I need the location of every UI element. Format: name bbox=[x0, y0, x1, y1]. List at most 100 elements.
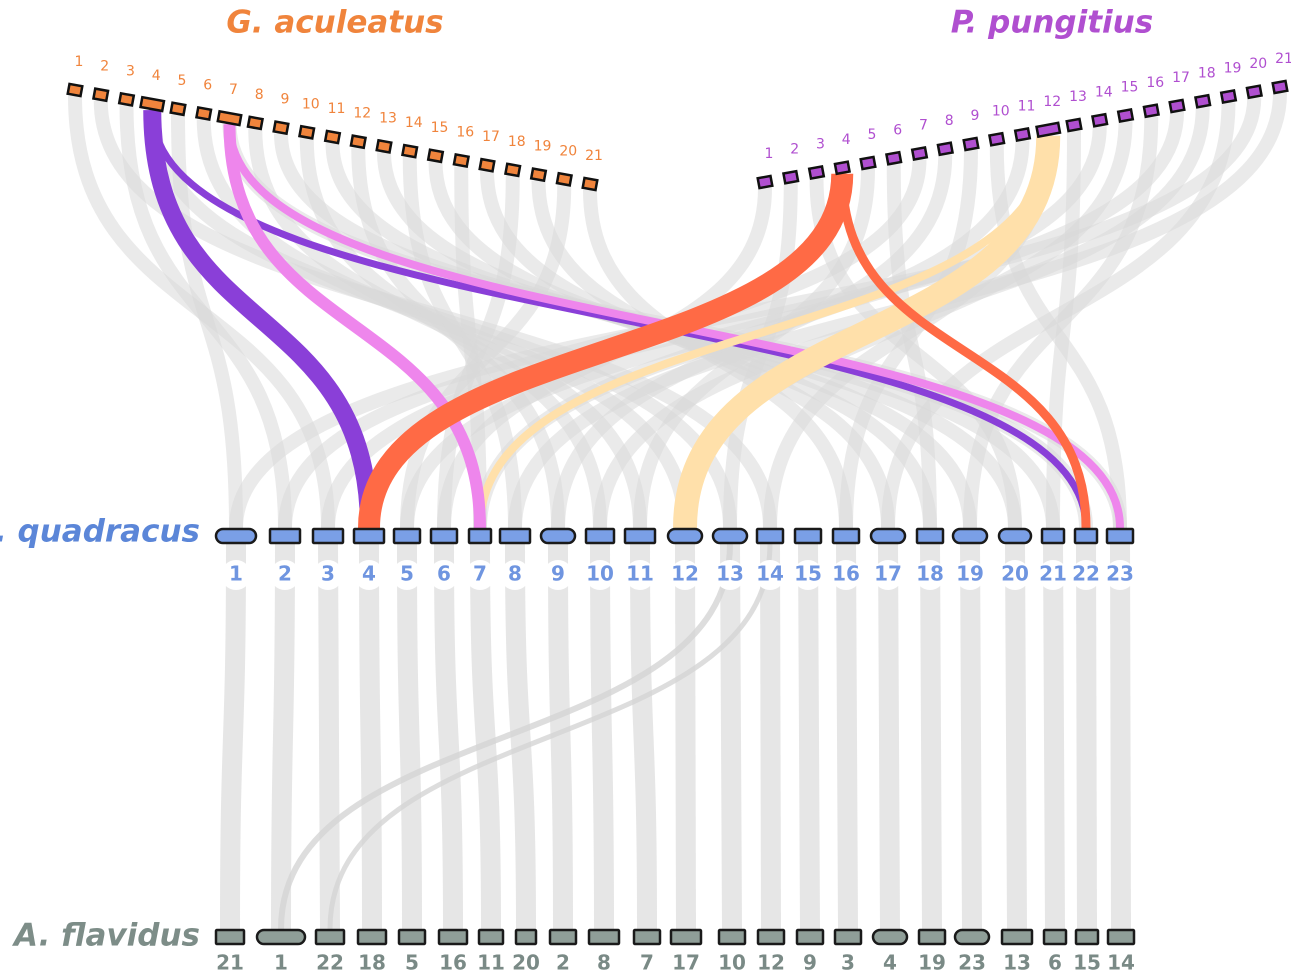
synteny-link bbox=[321, 111, 1184, 529]
chromosome-label: 11 bbox=[626, 562, 654, 586]
synteny-link bbox=[327, 543, 773, 930]
chromosome-label: 5 bbox=[868, 127, 877, 143]
chromosome-label: 19 bbox=[918, 951, 946, 975]
chromosome bbox=[246, 115, 264, 131]
synteny-link bbox=[548, 543, 573, 930]
chromosome bbox=[1074, 928, 1100, 946]
chromosome bbox=[195, 105, 213, 122]
chromosome bbox=[1042, 928, 1068, 946]
chromosome-label: 20 bbox=[559, 143, 577, 159]
chromosome bbox=[1168, 98, 1186, 114]
chromosome bbox=[255, 928, 307, 946]
chromosome bbox=[1040, 527, 1066, 545]
chromosome-label: 12 bbox=[353, 106, 371, 122]
synteny-link bbox=[171, 114, 243, 529]
chromosome bbox=[352, 527, 386, 545]
chromosome bbox=[498, 527, 532, 545]
chromosome-label: 8 bbox=[945, 113, 954, 129]
chromosome bbox=[311, 527, 345, 545]
synteny-link bbox=[881, 102, 1236, 529]
chromosome bbox=[807, 164, 826, 181]
chromosome-label: 20 bbox=[1249, 56, 1267, 72]
chromosome bbox=[1090, 112, 1109, 128]
chromosome bbox=[401, 143, 419, 159]
chromosome bbox=[272, 120, 290, 136]
chromosome-label: 11 bbox=[1018, 99, 1036, 115]
chromosome bbox=[756, 928, 786, 946]
synteny-link bbox=[223, 124, 486, 529]
chromosome bbox=[452, 152, 470, 169]
chromosome bbox=[915, 527, 945, 545]
chromosome-label: 13 bbox=[379, 110, 397, 126]
chromosome-label: 6 bbox=[437, 562, 451, 586]
synteny-link bbox=[675, 543, 696, 930]
chromosome-label: 16 bbox=[1146, 75, 1164, 91]
chromosome-label: 15 bbox=[431, 120, 449, 136]
chromosome bbox=[1035, 121, 1062, 139]
species-label: G. aculeatus bbox=[226, 5, 443, 41]
label-bg bbox=[873, 560, 903, 590]
chromosome bbox=[375, 138, 393, 154]
chromosome-label: 7 bbox=[473, 562, 487, 586]
chromosome-label: 2 bbox=[278, 562, 292, 586]
species-label: A. quadracus bbox=[0, 514, 200, 550]
chromosome bbox=[666, 527, 704, 545]
synteny-link bbox=[837, 173, 1091, 529]
chromosome-label: 10 bbox=[992, 103, 1010, 119]
chromosome-label: 14 bbox=[756, 562, 784, 586]
chromosome bbox=[1193, 93, 1212, 109]
synteny-link bbox=[1110, 543, 1131, 930]
synteny-link bbox=[963, 116, 1159, 529]
synteny-link bbox=[318, 543, 340, 930]
chromosome-label: 5 bbox=[405, 951, 419, 975]
chromosome bbox=[214, 928, 246, 946]
chromosome bbox=[1219, 88, 1238, 105]
chromosome bbox=[298, 124, 316, 140]
chromosome bbox=[539, 527, 577, 545]
label-bg bbox=[465, 560, 495, 590]
chromosome-label: 17 bbox=[874, 562, 902, 586]
chromosome-label: 8 bbox=[255, 87, 264, 103]
chromosome-label: 4 bbox=[362, 562, 376, 586]
label-bg bbox=[585, 560, 615, 590]
chromosome-label: 16 bbox=[439, 951, 467, 975]
label-bg bbox=[429, 560, 459, 590]
chromosome bbox=[429, 527, 459, 545]
chromosome bbox=[529, 167, 548, 183]
chromosome bbox=[833, 160, 852, 176]
label-bg bbox=[500, 560, 530, 590]
chromosome-label: 7 bbox=[919, 118, 928, 134]
synteny-link bbox=[220, 543, 246, 930]
chromosome bbox=[781, 169, 800, 185]
synteny-link bbox=[673, 135, 1061, 529]
chromosome bbox=[1065, 117, 1083, 133]
chromosome-label: 13 bbox=[716, 562, 744, 586]
chromosome-label: 4 bbox=[152, 68, 161, 84]
synteny-link bbox=[397, 543, 422, 930]
label-bg bbox=[793, 560, 823, 590]
chromosome bbox=[997, 527, 1033, 545]
chromosome-label: 17 bbox=[1172, 70, 1190, 86]
label-bg bbox=[221, 560, 251, 590]
label-bg bbox=[625, 560, 655, 590]
chromosome-label: 8 bbox=[508, 562, 522, 586]
chromosome-label: 7 bbox=[229, 82, 238, 98]
chromosome bbox=[623, 527, 657, 545]
chromosome bbox=[917, 928, 947, 946]
synteny-link bbox=[143, 110, 378, 529]
chromosome-label: 12 bbox=[671, 562, 699, 586]
chromosome bbox=[795, 928, 825, 946]
chromosome-label: 17 bbox=[672, 951, 700, 975]
chromosome-label: 4 bbox=[842, 132, 851, 148]
chromosome-label: 6 bbox=[1048, 951, 1062, 975]
synteny-link bbox=[358, 173, 854, 529]
synteny-link bbox=[470, 543, 501, 930]
chromosome-label: 12 bbox=[757, 951, 785, 975]
chromosome bbox=[216, 109, 243, 127]
highlight-links bbox=[143, 110, 1124, 529]
chromosome bbox=[478, 157, 496, 173]
chromosome-label: 1 bbox=[274, 951, 288, 975]
label-bg bbox=[354, 560, 384, 590]
chromosome bbox=[214, 527, 258, 545]
